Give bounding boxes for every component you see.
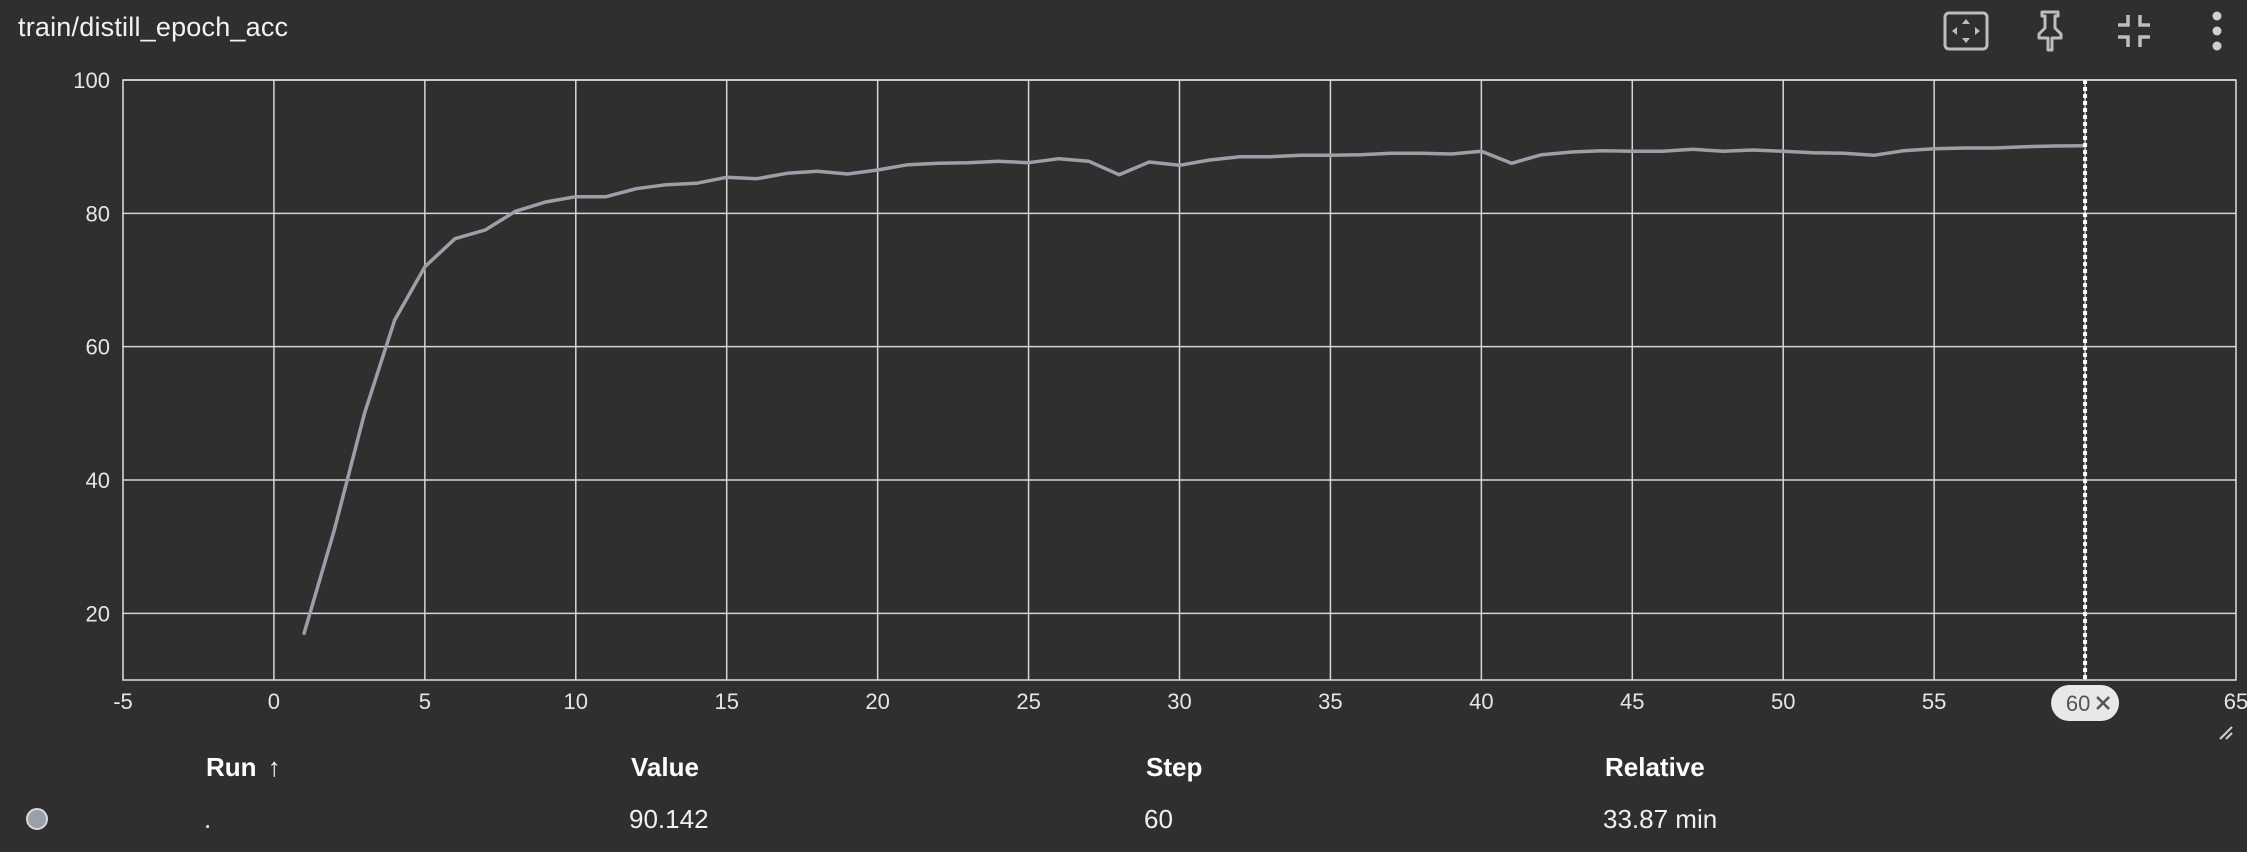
collapse-button[interactable] (2107, 4, 2161, 58)
step-cursor[interactable]: 60 (2051, 80, 2120, 721)
pin-button[interactable] (2023, 4, 2077, 58)
value-cell: 90.142 (629, 804, 709, 834)
more-vert-icon (2212, 11, 2222, 51)
x-tick-label: 65 (2224, 689, 2247, 714)
y-tick-label: 20 (86, 601, 110, 626)
resize-handle-icon[interactable] (2217, 724, 2235, 742)
x-tick-label: 5 (419, 689, 431, 714)
more-options-button[interactable] (2190, 4, 2244, 58)
sort-ascending-icon: ↑ (267, 752, 281, 782)
step-chip[interactable] (2051, 685, 2120, 721)
x-tick-label: 45 (1620, 689, 1644, 714)
card-title: train/distill_epoch_acc (18, 12, 289, 42)
x-tick-label: 25 (1016, 689, 1040, 714)
step-cell: 60 (1144, 804, 1173, 834)
series-line (302, 143, 2087, 636)
x-tick-label: 15 (714, 689, 738, 714)
y-axis-labels: 20 40 60 80 100 (73, 68, 110, 626)
grid-lines (123, 79, 2236, 680)
chip-close-icon[interactable] (2096, 696, 2110, 710)
y-tick-label: 40 (86, 468, 110, 493)
y-tick-label: 100 (73, 68, 110, 93)
x-tick-label: -5 (113, 689, 133, 714)
step-column-header[interactable]: Step (1146, 752, 1203, 782)
x-tick-label: 0 (268, 689, 280, 714)
value-column-header[interactable]: Value (631, 752, 699, 782)
pin-icon (2037, 10, 2063, 52)
plot-frame (122, 79, 2237, 681)
line-chart[interactable]: 20 40 60 80 100 -5 0 5 10 15 20 25 30 35 40 45 50 55 60 65… (0, 0, 2247, 740)
step-chip-label: 60 (2066, 691, 2090, 716)
y-tick-label: 60 (86, 335, 110, 360)
collapse-icon (2118, 15, 2150, 47)
x-tick-label: 50 (1771, 689, 1795, 714)
fit-to-data-icon (1943, 11, 1989, 51)
series-layer (302, 143, 2087, 636)
x-tick-label: 10 (564, 689, 588, 714)
relative-cell: 33.87 min (1603, 804, 1718, 834)
x-tick-label: 55 (1922, 689, 1946, 714)
x-tick-label: 20 (865, 689, 889, 714)
y-tick-label: 80 (86, 201, 110, 226)
fit-to-data-button[interactable] (1939, 4, 1993, 58)
x-axis-labels: -5 0 5 10 15 20 25 30 35 40 45 50 55 60 65 (113, 689, 2247, 714)
x-tick-label: 30 (1167, 689, 1191, 714)
x-tick-label: 40 (1469, 689, 1493, 714)
run-column-header[interactable]: Run ↑ (206, 752, 281, 783)
run-color-indicator (26, 808, 48, 830)
relative-column-header[interactable]: Relative (1605, 752, 1705, 782)
run-name-cell: . (204, 804, 212, 834)
run-header-label: Run (206, 752, 257, 782)
x-tick-label: 35 (1318, 689, 1342, 714)
